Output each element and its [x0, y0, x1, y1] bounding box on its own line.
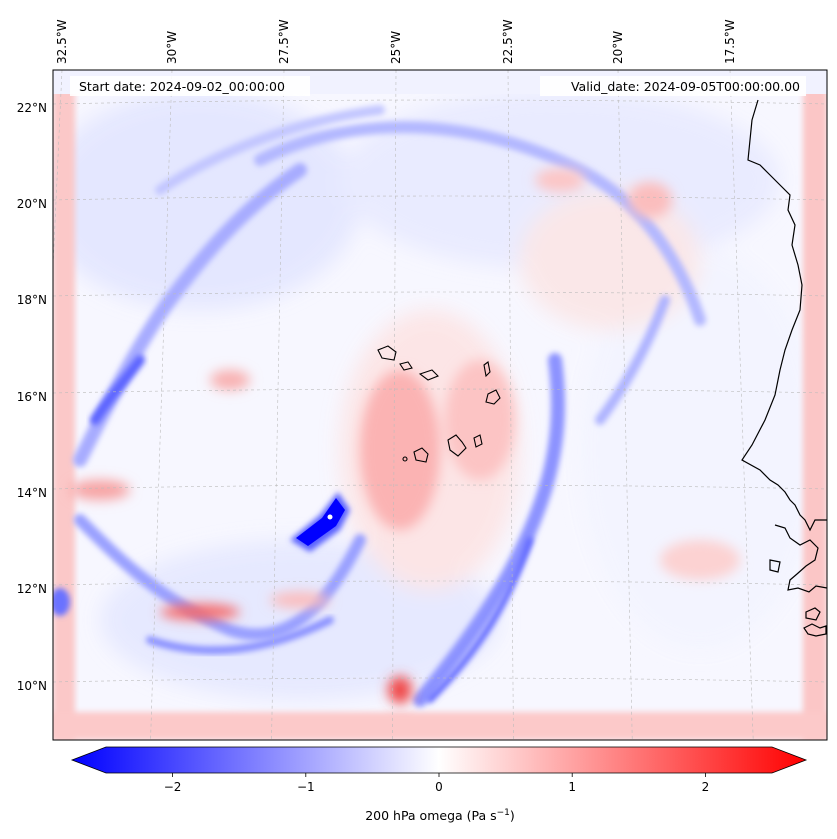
lat-label: 12°N	[17, 582, 47, 596]
lat-label: 22°N	[17, 101, 47, 115]
rainband-east	[413, 295, 670, 707]
meridian-line	[729, 70, 754, 740]
omega-field	[53, 70, 827, 740]
lon-label: 32.5°W	[55, 19, 69, 64]
longitude-labels: 32.5°W 30°W 27.5°W 25°W 22.5°W 20°W 17.5°W	[55, 19, 737, 64]
lon-label: 17.5°W	[723, 19, 737, 64]
graticule	[53, 70, 827, 740]
parallel-line	[53, 580, 827, 586]
colorbar-tick-label: 0	[435, 780, 443, 794]
eye-core-negative	[290, 492, 350, 552]
meridian-line	[392, 70, 397, 740]
rainband-west	[73, 163, 366, 655]
parallel-line	[53, 677, 827, 683]
meridian-line	[150, 70, 173, 740]
coastline	[741, 99, 828, 637]
colorbar-body	[70, 746, 808, 774]
colorbar-label: 200 hPa omega (Pa s−1)	[365, 808, 515, 823]
lat-label: 10°N	[17, 679, 47, 693]
lat-label: 20°N	[17, 197, 47, 211]
lon-label: 22.5°W	[501, 19, 515, 64]
parallel-line	[53, 291, 827, 297]
colorbar-tick-label: 1	[568, 780, 576, 794]
colorbar-ticks: −2 −1 0 1 2	[164, 773, 709, 794]
lon-label: 25°W	[389, 31, 403, 64]
meridian-line	[617, 70, 633, 740]
colorbar-tick-label: −2	[164, 780, 182, 794]
cape-verde-islands	[377, 345, 501, 463]
parallel-line	[53, 195, 827, 201]
valid-date-box: Valid_date: 2024-09-05T00:00:00.00	[540, 76, 806, 96]
parallel-line	[53, 388, 827, 394]
lat-label: 18°N	[17, 293, 47, 307]
lon-label: 20°W	[611, 31, 625, 64]
positive-patch-center	[70, 168, 740, 704]
lon-label: 30°W	[165, 31, 179, 64]
meridian-line	[271, 70, 285, 740]
start-date-box: Start date: 2024-09-02_00:00:00	[70, 76, 310, 96]
colorbar-tick-label: 2	[702, 780, 710, 794]
valid-date-text: Valid_date: 2024-09-05T00:00:00.00	[571, 79, 800, 94]
lon-label: 27.5°W	[277, 19, 291, 64]
parallel-line	[53, 99, 827, 105]
lat-label: 16°N	[17, 390, 47, 404]
colorbar-tick-label: −1	[297, 780, 315, 794]
latitude-labels: 22°N 20°N 18°N 16°N 14°N 12°N 10°N	[17, 101, 47, 693]
meridian-line	[507, 70, 514, 740]
parallel-line	[53, 484, 827, 490]
start-date-text: Start date: 2024-09-02_00:00:00	[79, 79, 285, 94]
lat-label: 14°N	[17, 486, 47, 500]
map-frame	[52, 69, 828, 741]
colorbar: −2 −1 0 1 2 200 hPa omega (Pa s−1)	[70, 746, 808, 823]
